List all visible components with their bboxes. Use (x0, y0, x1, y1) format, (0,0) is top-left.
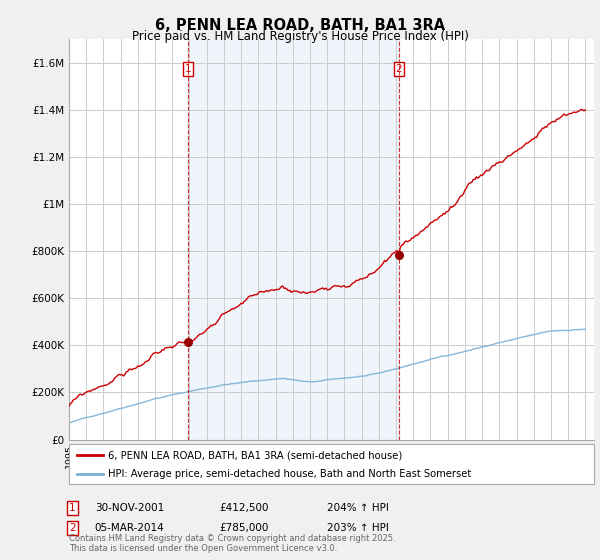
Text: Contains HM Land Registry data © Crown copyright and database right 2025.
This d: Contains HM Land Registry data © Crown c… (69, 534, 395, 553)
Text: £412,500: £412,500 (219, 503, 269, 513)
Text: 203% ↑ HPI: 203% ↑ HPI (327, 523, 389, 533)
Text: 6, PENN LEA ROAD, BATH, BA1 3RA: 6, PENN LEA ROAD, BATH, BA1 3RA (155, 18, 445, 34)
Text: 204% ↑ HPI: 204% ↑ HPI (327, 503, 389, 513)
Text: Price paid vs. HM Land Registry's House Price Index (HPI): Price paid vs. HM Land Registry's House … (131, 30, 469, 43)
Text: 1: 1 (69, 503, 76, 513)
Text: 6, PENN LEA ROAD, BATH, BA1 3RA (semi-detached house): 6, PENN LEA ROAD, BATH, BA1 3RA (semi-de… (109, 450, 403, 460)
Text: 2: 2 (69, 523, 76, 533)
Text: 30-NOV-2001: 30-NOV-2001 (95, 503, 164, 513)
Text: 1: 1 (185, 64, 191, 74)
Text: 2: 2 (395, 64, 402, 74)
Text: £785,000: £785,000 (219, 523, 268, 533)
Text: 05-MAR-2014: 05-MAR-2014 (95, 523, 164, 533)
Bar (188, 39, 399, 440)
Text: HPI: Average price, semi-detached house, Bath and North East Somerset: HPI: Average price, semi-detached house,… (109, 469, 472, 479)
